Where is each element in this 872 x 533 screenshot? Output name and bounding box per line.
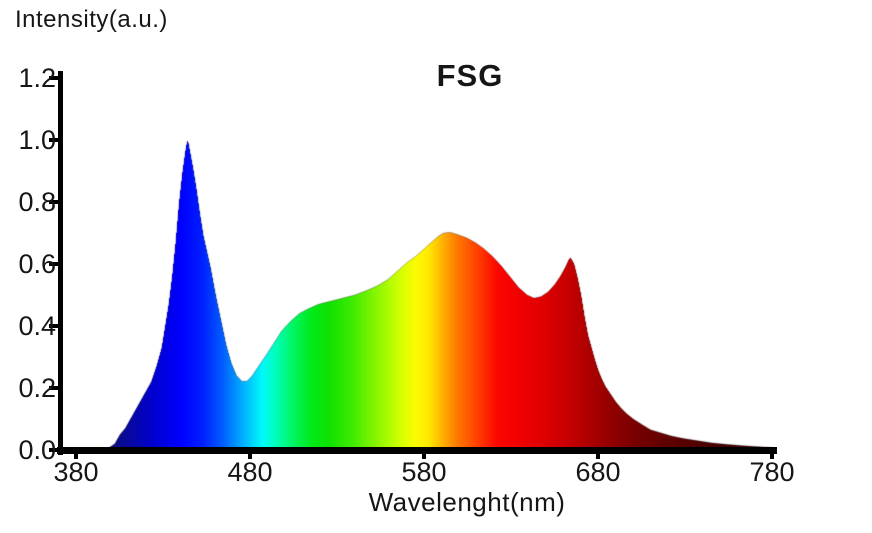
- y-tick-label: 0.8: [18, 187, 56, 217]
- y-tick-mark: [49, 324, 58, 328]
- x-tick-label: 580: [401, 457, 447, 487]
- y-tick-mark: [49, 386, 58, 390]
- x-tick-mark: [770, 453, 774, 459]
- y-axis-line: [58, 71, 63, 455]
- x-tick-label: 380: [53, 457, 99, 487]
- y-tick-label: 0.6: [18, 249, 56, 279]
- x-tick-label: 780: [749, 457, 795, 487]
- x-axis-title: Wavelenght(nm): [368, 487, 566, 517]
- y-tick-mark: [49, 200, 58, 204]
- y-tick-label: 0.2: [18, 373, 56, 403]
- y-tick-label: 1.2: [18, 63, 56, 93]
- spectrum-area-canvas: [62, 96, 778, 456]
- x-tick-mark: [248, 453, 252, 459]
- y-tick-label: 1.0: [18, 125, 56, 155]
- x-tick-mark: [422, 453, 426, 459]
- x-tick-mark: [596, 453, 600, 459]
- x-tick-label: 680: [575, 457, 621, 487]
- y-tick-label: 0.4: [18, 311, 56, 341]
- x-tick-label: 480: [227, 457, 273, 487]
- y-tick-mark: [49, 76, 58, 80]
- chart-title: FSG: [436, 58, 504, 93]
- x-tick-mark: [74, 453, 78, 459]
- y-tick-mark: [49, 262, 58, 266]
- y-tick-mark: [49, 138, 58, 142]
- y-tick-mark: [49, 448, 58, 452]
- x-axis-line: [57, 447, 777, 454]
- y-axis-title: Intensity(a.u.): [15, 6, 168, 33]
- y-tick-label: 0.0: [18, 435, 56, 465]
